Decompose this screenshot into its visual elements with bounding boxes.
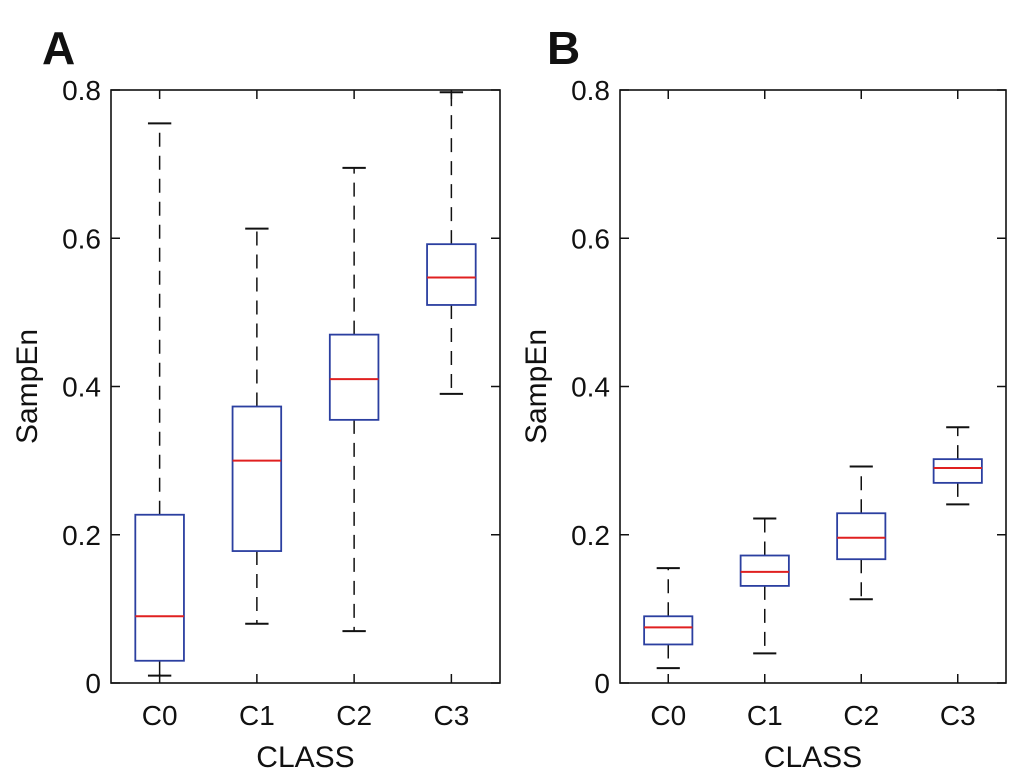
- box-c3: [426, 91, 477, 395]
- y-axis-label: SampEn: [11, 329, 44, 444]
- iqr-box: [134, 513, 185, 662]
- iqr-box: [231, 405, 283, 552]
- x-tick-label: C1: [239, 700, 275, 731]
- y-tick-label: 0.6: [571, 223, 610, 254]
- x-axis-label: CLASS: [764, 741, 862, 774]
- y-tick-label: 0: [85, 668, 101, 699]
- x-tick-label: C0: [650, 700, 686, 731]
- x-tick-label: C3: [433, 700, 469, 731]
- panel-a: A 0 0.2 0.4 0.6 0.8 C0 C1 C2 C3 CLASS SampEn: [11, 22, 501, 774]
- y-tick-label: 0.4: [571, 372, 610, 403]
- y-tick-label: 0.2: [571, 520, 610, 551]
- iqr-box: [739, 554, 790, 587]
- box-c3: [932, 426, 983, 506]
- y-tick-label: 0.2: [62, 520, 101, 551]
- iqr-box: [836, 512, 887, 561]
- box-c1: [739, 517, 790, 655]
- y-axis-label: SampEn: [520, 329, 553, 444]
- box-c1: [231, 227, 283, 625]
- panel-letter: B: [547, 22, 580, 74]
- x-tick-label: C3: [940, 700, 976, 731]
- x-tick-label: C2: [843, 700, 879, 731]
- iqr-box: [643, 615, 694, 646]
- iqr-box: [328, 333, 380, 421]
- y-tick-label: 0.8: [62, 75, 101, 106]
- panel-b: B 0 0.2 0.4 0.6 0.8 C0 C1 C2 C3 CLASS SampEn: [520, 22, 1007, 774]
- y-tick-label: 0.4: [62, 372, 101, 403]
- box-c0: [643, 567, 694, 670]
- box-c0: [134, 122, 185, 677]
- y-tick-label: 0.8: [571, 75, 610, 106]
- x-tick-label: C0: [142, 700, 178, 731]
- x-tick-label: C2: [336, 700, 372, 731]
- y-tick-label: 0.6: [62, 223, 101, 254]
- x-tick-label: C1: [747, 700, 783, 731]
- x-axis-label: CLASS: [256, 741, 354, 774]
- y-tick-label: 0: [594, 668, 610, 699]
- iqr-box: [426, 243, 477, 306]
- iqr-box: [932, 458, 983, 484]
- box-c2: [836, 465, 887, 601]
- plot-frame: [619, 89, 1007, 684]
- box-c2: [328, 166, 380, 633]
- panel-letter: A: [42, 22, 75, 74]
